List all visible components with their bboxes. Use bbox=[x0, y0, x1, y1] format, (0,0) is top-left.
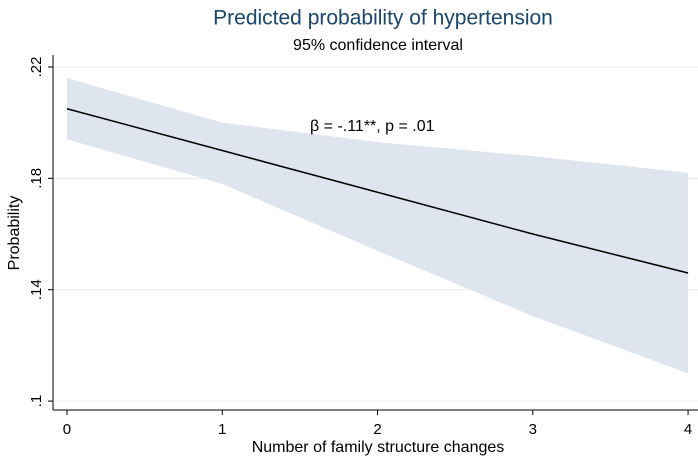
x-tick-label: 1 bbox=[218, 421, 226, 438]
x-axis-label: Number of family structure changes bbox=[252, 439, 505, 456]
x-tick-label: 0 bbox=[63, 421, 71, 438]
prediction-line bbox=[66, 108, 689, 274]
x-tick-label: 2 bbox=[373, 421, 381, 438]
x-tick-label: 3 bbox=[529, 421, 537, 438]
x-tick-label: 4 bbox=[684, 421, 692, 438]
y-tick-label: .22 bbox=[28, 57, 45, 78]
chart-title: Predicted probability of hypertension bbox=[213, 7, 553, 30]
y-axis-label: Probability bbox=[6, 196, 23, 271]
y-tick-label: .1 bbox=[28, 395, 45, 408]
y-tick-label: .14 bbox=[28, 279, 45, 300]
annotation: β = -.11**, p = .01 bbox=[310, 118, 435, 135]
confidence-band bbox=[66, 78, 689, 374]
y-tick-label: .18 bbox=[28, 168, 45, 189]
chart-subtitle: 95% confidence interval bbox=[293, 37, 463, 54]
